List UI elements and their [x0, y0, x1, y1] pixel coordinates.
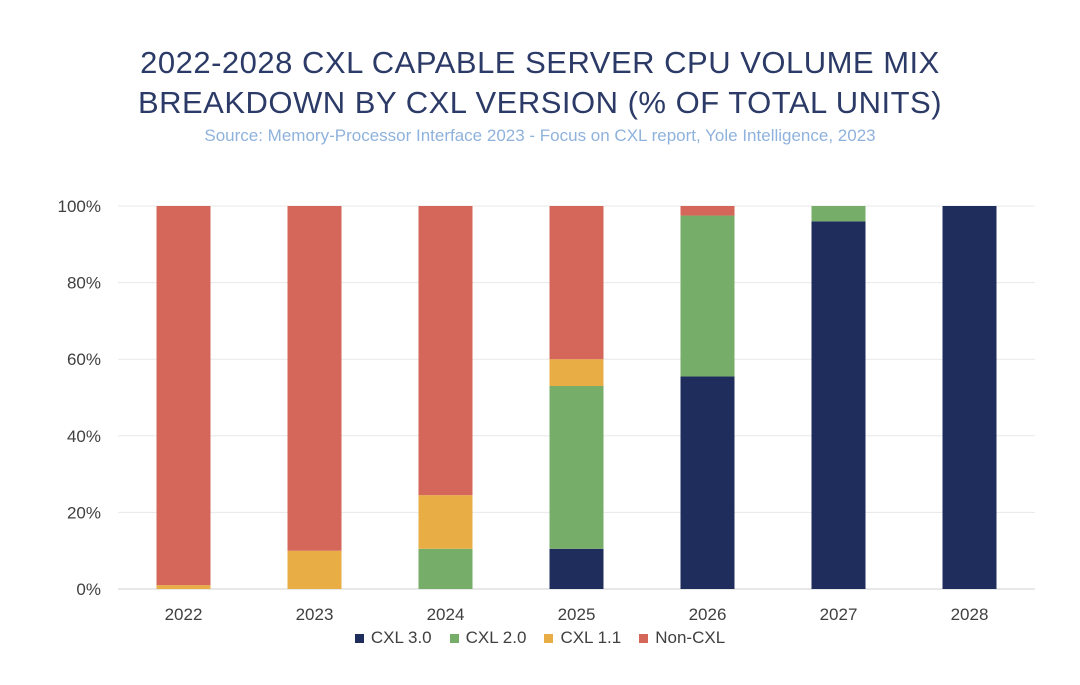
x-tick-label: 2025	[558, 605, 596, 624]
bar-segment-non-cxl-2023	[287, 206, 342, 551]
x-tick-label: 2023	[296, 605, 334, 624]
bar-segment-cxl-3-0-2025	[549, 548, 604, 589]
legend-label: CXL 1.1	[560, 628, 622, 647]
legend-swatch	[544, 633, 554, 643]
x-tick-label: 2028	[951, 605, 989, 624]
chart-title-line-2: BREAKDOWN BY CXL VERSION (% OF TOTAL UNI…	[137, 85, 943, 120]
bar-segment-cxl-3-0-2026	[680, 376, 735, 589]
y-tick-label: 80%	[67, 274, 101, 293]
y-tick-label: 100%	[58, 197, 101, 216]
chart-title-line-1: 2022-2028 CXL CAPABLE SERVER CPU VOLUME …	[140, 45, 940, 80]
bar-segment-cxl-3-0-2028	[942, 206, 997, 589]
x-tick-label: 2026	[689, 605, 727, 624]
legend-item: Non-CXL	[639, 628, 725, 648]
y-tick-label: 0%	[76, 580, 101, 599]
bar-segment-cxl-3-0-2027	[811, 221, 866, 589]
bar-segment-non-cxl-2026	[680, 206, 735, 216]
legend-swatch	[639, 633, 649, 643]
legend-item: CXL 2.0	[449, 628, 527, 648]
chart-subtitle: Source: Memory-Processor Interface 2023 …	[204, 126, 876, 145]
x-tick-label: 2022	[165, 605, 203, 624]
bar-segment-cxl-2-0-2025	[549, 386, 604, 549]
legend-swatch	[354, 633, 364, 643]
y-tick-label: 40%	[67, 427, 101, 446]
legend-swatch	[449, 633, 459, 643]
bar-segment-cxl-2-0-2027	[811, 206, 866, 222]
legend-label: CXL 2.0	[465, 628, 527, 647]
y-tick-label: 60%	[67, 350, 101, 369]
bar-segment-non-cxl-2024	[418, 206, 473, 496]
chart-legend: CXL 3.0 CXL 2.0 CXL 1.1 Non-CXL	[0, 628, 1080, 648]
x-tick-label: 2027	[820, 605, 858, 624]
legend-label: Non-CXL	[655, 628, 726, 647]
bar-segment-cxl-1-1-2023	[287, 550, 342, 589]
bar-segment-cxl-1-1-2022	[156, 585, 211, 589]
bar-segment-cxl-2-0-2026	[680, 215, 735, 377]
x-tick-label: 2024	[427, 605, 465, 624]
legend-item: CXL 1.1	[544, 628, 621, 648]
bar-segment-cxl-1-1-2025	[549, 359, 604, 387]
bar-segment-cxl-1-1-2024	[418, 495, 473, 549]
legend-label: CXL 3.0	[370, 628, 432, 647]
y-tick-label: 20%	[67, 503, 101, 522]
bar-segment-non-cxl-2022	[156, 206, 211, 586]
legend-item: CXL 3.0	[354, 628, 432, 648]
bar-segment-cxl-2-0-2024	[418, 548, 473, 589]
bar-segment-non-cxl-2025	[549, 206, 604, 360]
